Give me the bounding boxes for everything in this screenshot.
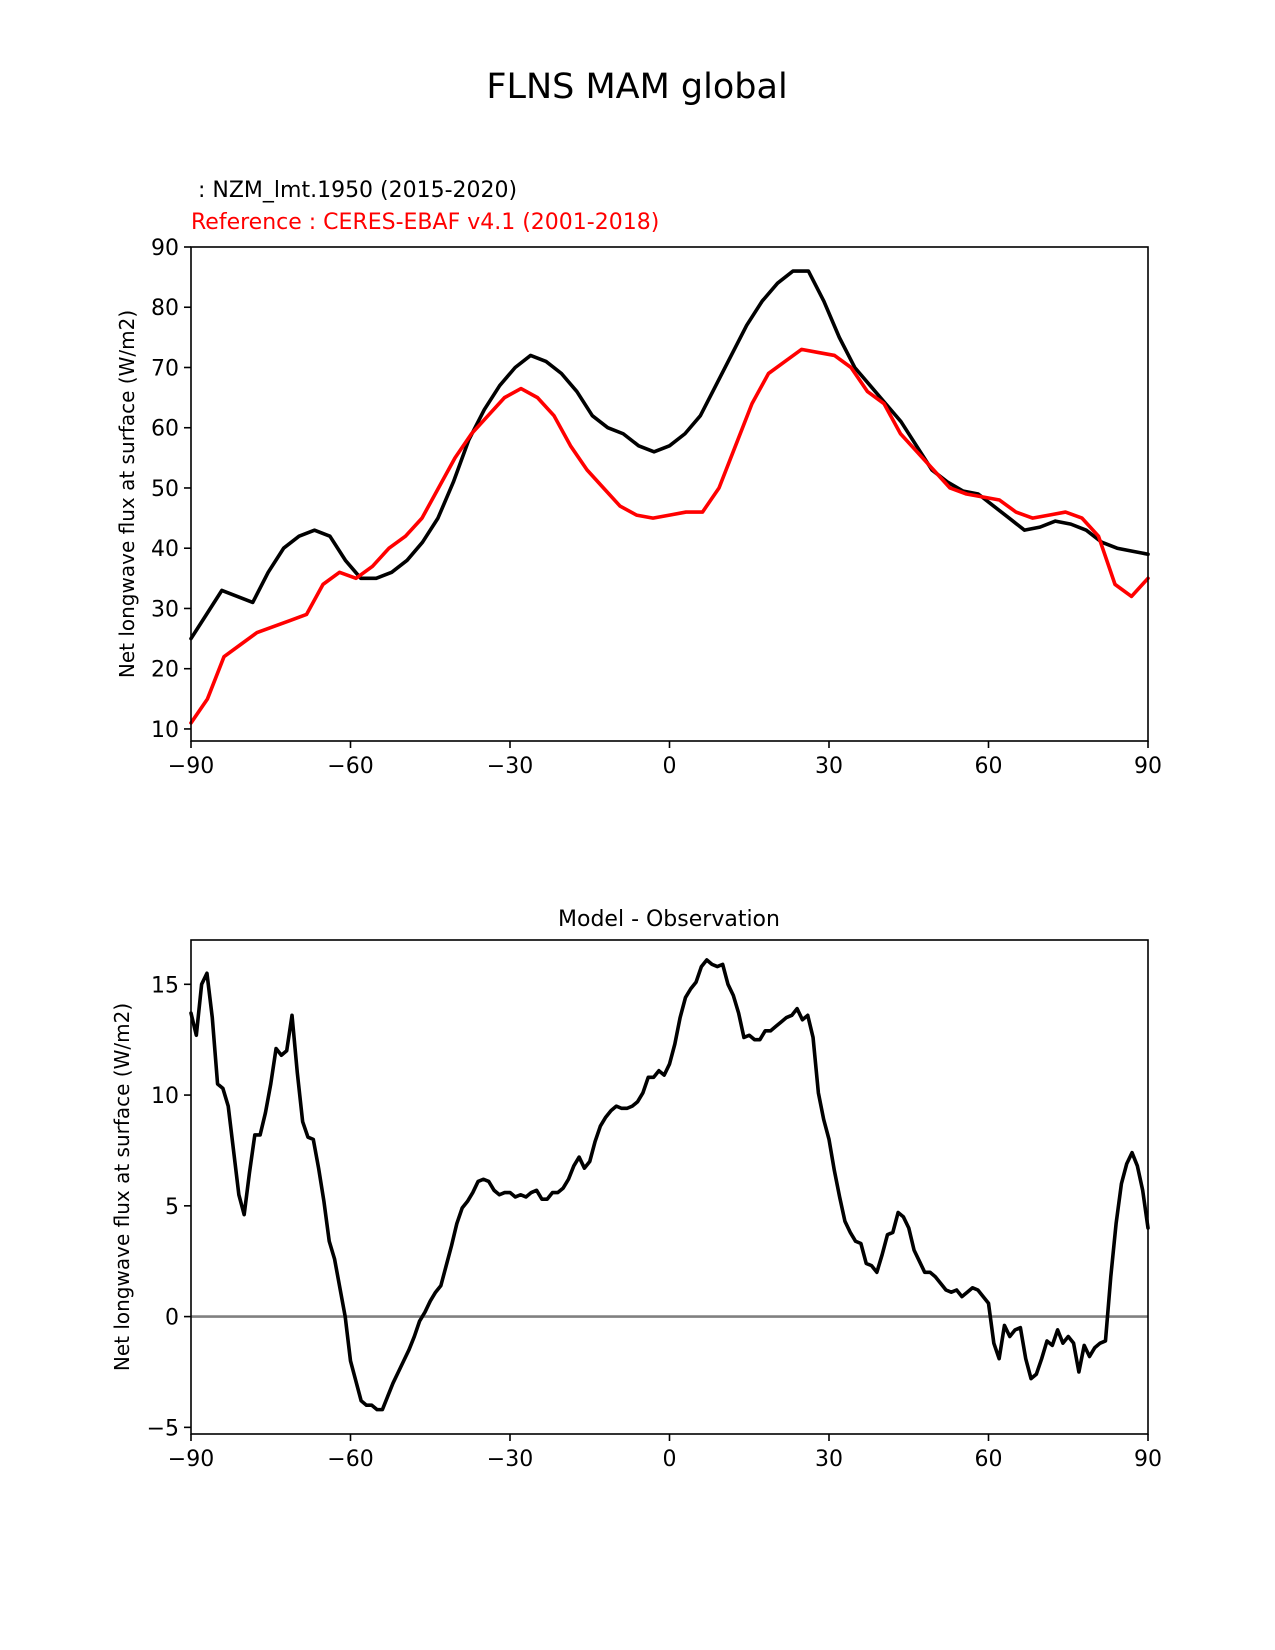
bottom-xtick-label: −30 bbox=[487, 1447, 533, 1472]
top-xtick-label: −60 bbox=[327, 754, 373, 779]
bottom-ytick-label: 15 bbox=[151, 973, 179, 998]
bottom-xtick-label: 30 bbox=[815, 1447, 843, 1472]
bottom-ytick-label: 10 bbox=[151, 1084, 179, 1109]
figure-title: FLNS MAM global bbox=[486, 67, 787, 107]
bottom-xtick-label: −90 bbox=[168, 1447, 214, 1472]
bottom-ylabel: Net longwave flux at surface (W/m2) bbox=[110, 1003, 134, 1371]
top-ytick-label: 20 bbox=[151, 658, 179, 683]
top-series-line-0 bbox=[189, 269, 1150, 641]
bottom-ytick-label: 5 bbox=[165, 1195, 179, 1220]
bottom-plot-area: −90 −60 −30 0 30 60 90 −5 0 5 10 15 Net longwave flu… bbox=[110, 939, 1162, 1472]
top-xtick-label: 60 bbox=[975, 754, 1003, 779]
top-plot-area: −90 −60 −30 0 30 60 90 10 20 30 40 50 60 70 80 90 Net lo… bbox=[115, 236, 1162, 779]
bottom-xtick-label: −60 bbox=[327, 1447, 373, 1472]
top-ytick-label: 30 bbox=[151, 597, 179, 622]
top-ytick-label: 70 bbox=[151, 356, 179, 381]
bottom-panel-title: Model - Observation bbox=[558, 907, 780, 932]
top-ytick-label: 10 bbox=[151, 718, 179, 743]
top-ytick-label: 90 bbox=[151, 236, 179, 261]
bottom-xtick-label: 60 bbox=[975, 1447, 1003, 1472]
top-ytick-label: 50 bbox=[151, 477, 179, 502]
top-xtick-label: 30 bbox=[815, 754, 843, 779]
top-ylabel: Net longwave flux at surface (W/m2) bbox=[115, 310, 139, 678]
test-label: : NZM_lmt.1950 (2015-2020) bbox=[191, 178, 517, 203]
top-ytick-label: 40 bbox=[151, 537, 179, 562]
bottom-axes-frame bbox=[190, 939, 1149, 1435]
top-ytick-label: 60 bbox=[151, 417, 179, 442]
top-xtick-label: −30 bbox=[487, 754, 533, 779]
bottom-ytick-label: 0 bbox=[165, 1306, 179, 1331]
top-ytick-label: 80 bbox=[151, 296, 179, 321]
reference-label: Reference : CERES-EBAF v4.1 (2001-2018) bbox=[191, 210, 659, 235]
top-series-line-1 bbox=[189, 347, 1150, 725]
top-xtick-label: −90 bbox=[168, 754, 214, 779]
top-axes-frame bbox=[190, 246, 1149, 742]
bottom-ytick-label: −5 bbox=[147, 1416, 179, 1441]
top-xtick-label: 0 bbox=[663, 754, 677, 779]
bottom-xtick-label: 0 bbox=[663, 1447, 677, 1472]
bottom-xtick-label: 90 bbox=[1134, 1447, 1162, 1472]
top-panel: : NZM_lmt.1950 (2015-2020) Reference : C… bbox=[115, 178, 1162, 779]
top-xtick-label: 90 bbox=[1134, 754, 1162, 779]
bottom-panel: Model - Observation −90 −60 −30 0 30 60 90 −5 0 5… bbox=[110, 907, 1162, 1472]
bottom-series-line-0 bbox=[189, 958, 1150, 1412]
